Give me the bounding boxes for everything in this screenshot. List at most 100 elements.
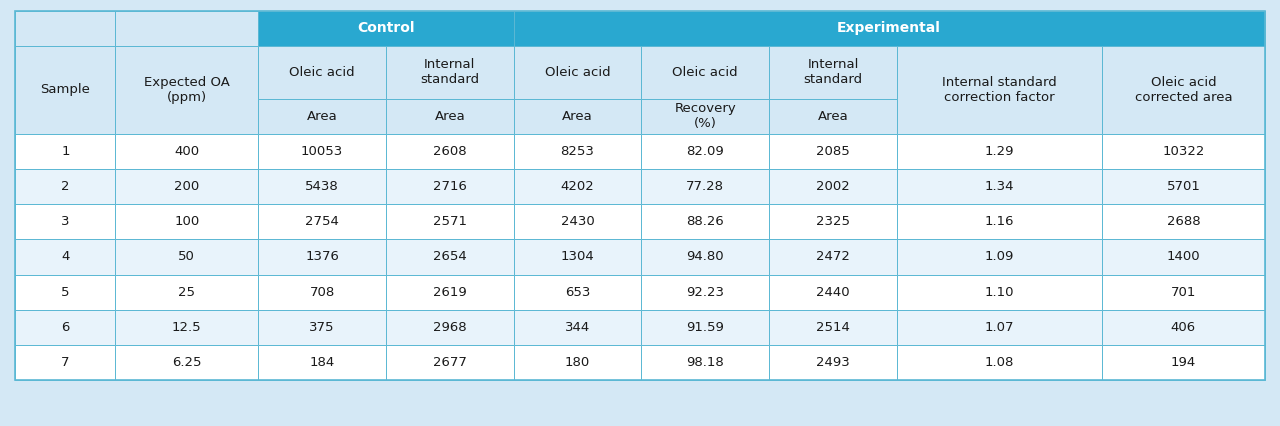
Text: 1.16: 1.16 xyxy=(984,215,1014,228)
Bar xyxy=(513,310,641,345)
Text: 406: 406 xyxy=(1171,321,1196,334)
Bar xyxy=(1102,46,1265,134)
Text: 400: 400 xyxy=(174,145,200,158)
Bar xyxy=(513,11,1265,46)
Bar xyxy=(15,239,115,275)
Text: Oleic acid: Oleic acid xyxy=(672,66,739,79)
Text: Sample: Sample xyxy=(41,83,91,96)
Text: 3: 3 xyxy=(61,215,69,228)
Text: 5438: 5438 xyxy=(305,180,339,193)
Bar xyxy=(769,134,897,169)
Text: 375: 375 xyxy=(310,321,335,334)
Text: 1.10: 1.10 xyxy=(984,286,1014,299)
Text: 2493: 2493 xyxy=(817,356,850,369)
Bar xyxy=(1102,275,1265,310)
Bar xyxy=(387,99,513,134)
Bar xyxy=(641,204,769,239)
Text: 2619: 2619 xyxy=(433,286,467,299)
Bar xyxy=(259,46,387,99)
Bar xyxy=(115,204,259,239)
Bar xyxy=(1102,204,1265,239)
Bar xyxy=(769,345,897,380)
Text: 10322: 10322 xyxy=(1162,145,1204,158)
Text: Internal
standard: Internal standard xyxy=(420,58,480,86)
Text: 2968: 2968 xyxy=(433,321,467,334)
Bar xyxy=(15,134,115,169)
Bar xyxy=(387,345,513,380)
Bar xyxy=(259,11,513,46)
Text: 344: 344 xyxy=(564,321,590,334)
Bar xyxy=(897,239,1102,275)
Text: 1376: 1376 xyxy=(305,250,339,264)
Text: Experimental: Experimental xyxy=(837,21,941,35)
Text: 1304: 1304 xyxy=(561,250,594,264)
Bar xyxy=(641,345,769,380)
Bar xyxy=(15,275,115,310)
Text: 2325: 2325 xyxy=(815,215,850,228)
Text: 2085: 2085 xyxy=(817,145,850,158)
Text: 1: 1 xyxy=(61,145,69,158)
Text: 1.07: 1.07 xyxy=(984,321,1014,334)
Bar xyxy=(641,99,769,134)
Bar xyxy=(513,169,641,204)
Text: 98.18: 98.18 xyxy=(686,356,724,369)
Text: 2754: 2754 xyxy=(305,215,339,228)
Text: 5: 5 xyxy=(61,286,69,299)
Text: 92.23: 92.23 xyxy=(686,286,724,299)
Bar xyxy=(897,46,1102,134)
Bar xyxy=(641,310,769,345)
Text: Internal
standard: Internal standard xyxy=(804,58,863,86)
Text: 194: 194 xyxy=(1171,356,1196,369)
Text: 2430: 2430 xyxy=(561,215,594,228)
Text: 25: 25 xyxy=(178,286,196,299)
Bar xyxy=(641,134,769,169)
Bar xyxy=(115,239,259,275)
Bar xyxy=(513,345,641,380)
Bar xyxy=(897,310,1102,345)
Bar xyxy=(769,239,897,275)
Text: 2716: 2716 xyxy=(433,180,467,193)
Bar xyxy=(259,99,387,134)
Text: 6: 6 xyxy=(61,321,69,334)
Bar xyxy=(769,204,897,239)
Bar xyxy=(513,204,641,239)
Bar xyxy=(387,275,513,310)
Text: 200: 200 xyxy=(174,180,200,193)
Bar xyxy=(387,310,513,345)
Text: 88.26: 88.26 xyxy=(686,215,724,228)
Text: 100: 100 xyxy=(174,215,200,228)
Bar xyxy=(641,169,769,204)
Text: 2472: 2472 xyxy=(817,250,850,264)
Bar xyxy=(387,239,513,275)
Text: Oleic acid: Oleic acid xyxy=(545,66,611,79)
Text: 1.08: 1.08 xyxy=(984,356,1014,369)
Bar xyxy=(259,345,387,380)
Text: Oleic acid: Oleic acid xyxy=(289,66,355,79)
Bar xyxy=(769,46,897,99)
Text: 1.29: 1.29 xyxy=(984,145,1014,158)
Bar xyxy=(897,345,1102,380)
Bar xyxy=(15,11,115,46)
Text: 2677: 2677 xyxy=(433,356,467,369)
Text: 4: 4 xyxy=(61,250,69,264)
Text: 2571: 2571 xyxy=(433,215,467,228)
Bar xyxy=(641,275,769,310)
Text: 1.34: 1.34 xyxy=(984,180,1014,193)
Bar xyxy=(387,46,513,99)
Bar xyxy=(15,11,1265,380)
Bar xyxy=(513,275,641,310)
Bar xyxy=(259,204,387,239)
Text: 653: 653 xyxy=(564,286,590,299)
Bar xyxy=(897,169,1102,204)
Text: 2440: 2440 xyxy=(817,286,850,299)
Bar xyxy=(259,275,387,310)
Bar xyxy=(769,169,897,204)
Text: 82.09: 82.09 xyxy=(686,145,724,158)
Text: 6.25: 6.25 xyxy=(172,356,201,369)
Bar xyxy=(115,11,259,46)
Bar xyxy=(115,169,259,204)
Bar xyxy=(1102,310,1265,345)
Bar xyxy=(387,204,513,239)
Bar xyxy=(641,239,769,275)
Text: 2688: 2688 xyxy=(1166,215,1201,228)
